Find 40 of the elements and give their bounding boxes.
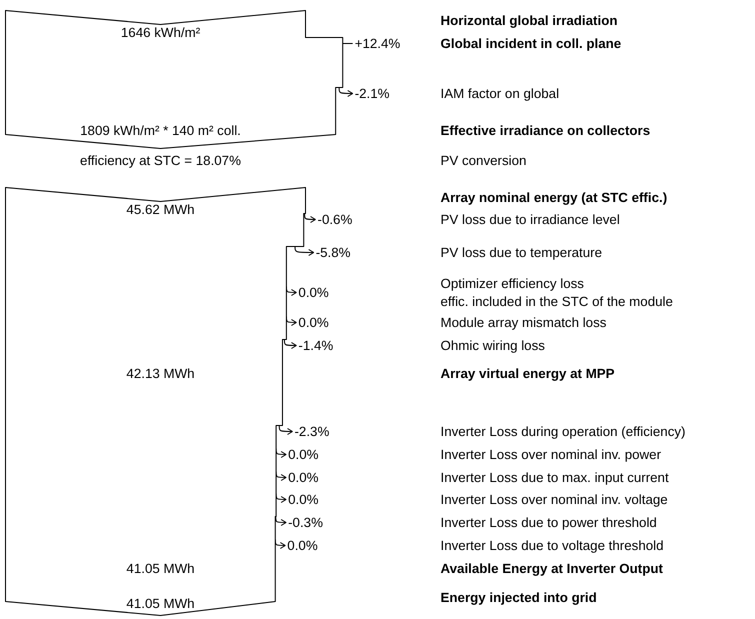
- data-label: -0.3%: [288, 515, 324, 530]
- category-label: Inverter Loss over nominal inv. power: [440, 447, 662, 462]
- data-label: 0.0%: [298, 285, 329, 300]
- category-label: Horizontal global irradiation: [440, 13, 618, 28]
- category-label: Optimizer efficiency loss effic. included in the STC of the module: [440, 276, 673, 309]
- text: efficiency at STC = 18.07%: [80, 153, 242, 168]
- data-label: 0.0%: [287, 538, 318, 553]
- category-label: PV loss due to irradiance level: [440, 212, 620, 227]
- category-label: PV conversion: [440, 153, 526, 168]
- data-label: +12.4%: [354, 36, 400, 51]
- category-label: Available Energy at Inverter Output: [440, 561, 664, 576]
- category-label: Energy injected into grid: [440, 590, 597, 605]
- category-label: Inverter Loss due to voltage threshold: [440, 538, 664, 553]
- data-label: 45.62 MWh: [126, 202, 195, 217]
- category-label: Module array mismatch loss: [440, 315, 607, 330]
- category-label: Array virtual energy at MPP: [440, 366, 615, 381]
- category-label: Inverter Loss due to max. input current: [440, 470, 669, 485]
- data-label: 0.0%: [288, 492, 319, 507]
- category-label: PV loss due to temperature: [440, 245, 602, 260]
- category-label: Inverter Loss over nominal inv. voltage: [440, 492, 668, 507]
- data-label: 41.05 MWh: [126, 596, 195, 611]
- data-label: 0.0%: [298, 315, 329, 330]
- data-label: 0.0%: [288, 447, 319, 462]
- data-label: 1646 kWh/m²: [120, 25, 201, 40]
- category-label: Effective irradiance on collectors: [440, 123, 650, 138]
- data-label: -1.4%: [298, 338, 334, 353]
- category-label: Array nominal energy (at STC effic.): [440, 190, 668, 205]
- data-label: -0.6%: [318, 212, 352, 227]
- data-label: 42.13 MWh: [126, 366, 195, 381]
- data-label: 1809 kWh/m² * 140 m² coll.: [80, 123, 241, 138]
- category-label: Global incident in coll. plane: [440, 36, 622, 51]
- data-label: -2.3%: [294, 424, 330, 439]
- category-label: Inverter Loss due to power threshold: [440, 515, 657, 530]
- data-label: -2.1%: [354, 86, 390, 101]
- data-label: 0.0%: [288, 470, 319, 485]
- data-label: -5.8%: [316, 245, 351, 260]
- category-label: IAM factor on global: [440, 86, 560, 101]
- category-label: Inverter Loss during operation (efficiency): [440, 424, 686, 439]
- category-label: Ohmic wiring loss: [440, 338, 546, 353]
- data-label: 41.05 MWh: [126, 561, 195, 576]
